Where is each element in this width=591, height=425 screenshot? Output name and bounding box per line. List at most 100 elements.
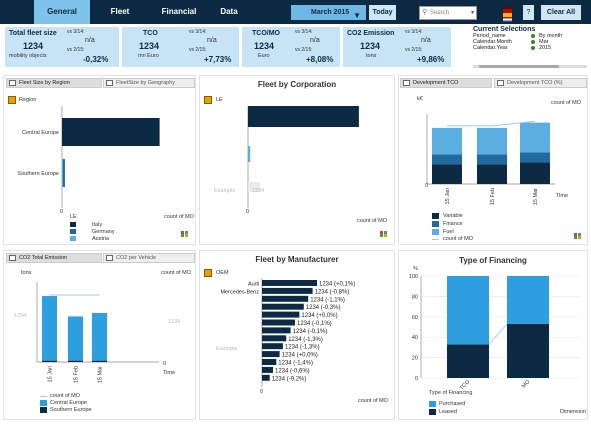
export-icon[interactable]: [181, 231, 189, 237]
search-options-icon[interactable]: ▾: [470, 10, 474, 16]
legend-swatch: [70, 222, 76, 227]
faded-axis-value: 1234: [168, 319, 181, 325]
export-icon[interactable]: [574, 233, 582, 239]
legend-item[interactable]: count of MO: [443, 236, 473, 242]
bar: [262, 311, 300, 318]
tab-label: Development TCO (%): [507, 80, 563, 86]
tab-fleet-size-by-geography[interactable]: FleetSize by Geography: [103, 78, 195, 88]
faded-bar: [248, 182, 260, 192]
data-label: 1234 (-0,6%): [275, 368, 310, 374]
panel-fleet-size: Fleet Size by Region FleetSize by Geogra…: [3, 75, 196, 245]
bar-segment: [68, 360, 83, 362]
bar-segment: [477, 164, 507, 184]
kpi-compare-value: n/a: [85, 37, 95, 44]
co2-emission-chart: 15 Jan 15 Feb 15 Mar: [36, 282, 159, 383]
kpi-value: 1234: [139, 41, 160, 51]
chart-icon: [9, 80, 16, 86]
export-icon[interactable]: [380, 231, 388, 237]
bar: [262, 374, 270, 381]
data-label: 1234 (-0,8%): [315, 289, 350, 295]
tab-development-tco-percent[interactable]: Development TCO (%): [494, 78, 587, 88]
selection-row[interactable]: Period_name By month: [473, 33, 587, 39]
tab-development-tco[interactable]: Development TCO: [400, 78, 492, 88]
bar-segment: [477, 154, 507, 165]
panel-title: Type of Financing: [459, 256, 527, 265]
legend-item[interactable]: count of MO: [50, 393, 80, 399]
chart-icon: [106, 255, 113, 261]
tab-co2-total-emission[interactable]: CO2 Total Emission: [6, 253, 102, 263]
legend-item[interactable]: Purchased: [439, 401, 466, 407]
kpi-change-percent: +9,86%: [417, 55, 445, 64]
tab-fleet-size-by-region[interactable]: Fleet Size by Region: [6, 78, 102, 88]
drill-breadcrumb: LE: [216, 97, 223, 103]
selection-field: Period_name: [473, 33, 506, 39]
panel-fleet-by-manufacturer: Fleet by Manufacturer OEM Example 1234 (…: [199, 250, 395, 420]
horizontal-scrollbar[interactable]: [473, 65, 587, 68]
kpi-change-percent: +8,08%: [306, 55, 334, 64]
y-tick-label: 80: [412, 294, 418, 300]
bar: [62, 159, 63, 187]
tab-general[interactable]: General: [34, 0, 90, 24]
x-axis-label: Time: [163, 370, 176, 376]
back-arrow-icon[interactable]: [204, 269, 212, 277]
legend-item[interactable]: Italy: [92, 222, 103, 228]
chart-icon: [106, 80, 113, 86]
axis-zero-label: 0: [163, 361, 167, 367]
selection-row[interactable]: Calendar.Year 2015: [473, 45, 587, 51]
search-input[interactable]: ⚲ Search ▾: [419, 6, 477, 20]
bar-segment: [92, 313, 107, 361]
legend-item[interactable]: Fuel: [443, 229, 454, 235]
legend-swatch: [429, 401, 436, 407]
legend-item[interactable]: Finance: [443, 221, 463, 227]
legend-item[interactable]: Leased: [439, 409, 458, 415]
panel-fleet-by-corporation: Fleet by Corporation LE Example 1234 0 c…: [199, 75, 395, 245]
kpi-change-percent: -0,32%: [83, 55, 109, 64]
tab-data[interactable]: Data: [220, 7, 238, 16]
kpi-name: TCO/MO: [252, 30, 280, 37]
back-arrow-icon[interactable]: [8, 96, 16, 104]
tab-label: CO2 per Vehicle: [116, 255, 157, 261]
scrollbar-thumb[interactable]: [479, 65, 559, 68]
y-tick-label: 0: [415, 376, 418, 382]
bar: [262, 319, 295, 326]
legend-item[interactable]: Variable: [443, 213, 463, 219]
tab-co2-per-vehicle[interactable]: CO2 per Vehicle: [103, 253, 195, 263]
kpi-value: 1234: [23, 41, 44, 51]
bar-segment: [507, 323, 549, 378]
current-selections-title: Current Selections: [473, 26, 536, 33]
help-button[interactable]: ?: [523, 5, 534, 20]
legend-item[interactable]: Austria: [92, 236, 110, 242]
x-axis-label: count of MO: [358, 398, 388, 404]
kpi-unit: mobility objects: [9, 53, 47, 59]
kpi-compare-label-2: vs 2/15:: [67, 47, 85, 53]
kpi-compare-value: n/a: [207, 37, 217, 44]
selection-row[interactable]: Calendar.Month Mar: [473, 39, 587, 45]
tab-fleet[interactable]: Fleet: [110, 7, 130, 16]
clear-all-button[interactable]: Clear All: [541, 5, 581, 20]
legend-item[interactable]: Southern Europe: [50, 407, 92, 413]
category-label: Southern Europe: [17, 171, 59, 177]
category-label: Central Europe: [22, 130, 59, 136]
development-tco-chart: 15 Jan 15 Feb 15 Mar: [426, 114, 555, 205]
german-flag-icon[interactable]: [503, 5, 512, 17]
legend-item[interactable]: Central Europe: [50, 400, 87, 406]
english-flag-icon[interactable]: [503, 17, 512, 22]
y-tick-label: 60: [412, 315, 418, 321]
kpi-name: CO2 Emission: [347, 30, 395, 37]
back-arrow-icon[interactable]: [204, 96, 212, 104]
axis-zero-label: 0: [260, 389, 264, 395]
today-button[interactable]: Today: [369, 5, 396, 20]
period-dropdown[interactable]: March 2015 ▼: [291, 5, 366, 20]
kpi-unit: mn Euro: [138, 53, 159, 59]
x-tick-label: 15 Jan: [445, 188, 451, 205]
legend-item[interactable]: Germany: [92, 229, 115, 235]
bar-segment: [447, 344, 489, 378]
fleet-by-corporation-chart: [247, 106, 359, 208]
kpi-tco: TCO 1234 mn Euro vs 3/14: n/a vs 2/15: +…: [122, 27, 239, 67]
selected-dot-icon: [531, 34, 535, 38]
selection-field: Calendar.Month: [473, 39, 512, 45]
tab-financial[interactable]: Financial: [161, 7, 197, 16]
search-icon: ⚲: [422, 9, 428, 16]
line-series: [447, 120, 536, 127]
bar-segment: [432, 154, 462, 165]
